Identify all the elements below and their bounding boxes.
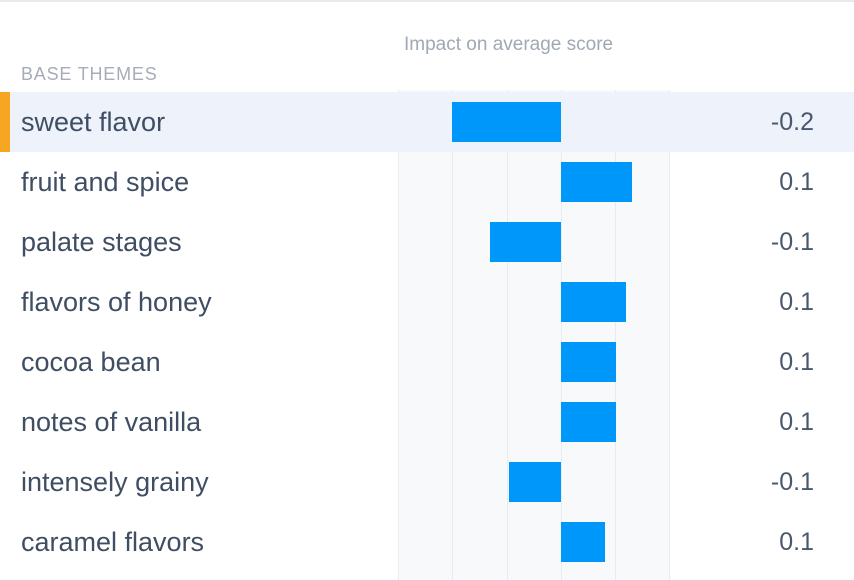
gridline: [615, 90, 616, 580]
impact-bar[interactable]: [452, 102, 561, 142]
theme-row[interactable]: sweet flavor -0.2: [0, 92, 854, 152]
gridline: [452, 90, 453, 580]
theme-label: caramel flavors: [21, 527, 205, 557]
theme-label: notes of vanilla: [21, 407, 202, 437]
theme-row[interactable]: cocoa bean 0.1: [0, 332, 854, 392]
theme-row[interactable]: notes of vanilla 0.1: [0, 392, 854, 452]
gridline: [507, 90, 508, 580]
theme-list: sweet flavor -0.2 fruit and spice 0.1 palate…: [0, 92, 854, 572]
theme-label: sweet flavor: [21, 107, 166, 137]
theme-row[interactable]: fruit and spice 0.1: [0, 152, 854, 212]
impact-value: 0.1: [779, 168, 814, 196]
theme-row[interactable]: palate stages -0.1: [0, 212, 854, 272]
gridline: [669, 90, 670, 580]
impact-bar[interactable]: [509, 462, 561, 502]
theme-row[interactable]: intensely grainy -0.1: [0, 452, 854, 512]
impact-value: 0.1: [779, 408, 814, 436]
theme-label: intensely grainy: [21, 467, 209, 497]
top-divider: [0, 0, 854, 2]
theme-label: palate stages: [21, 227, 182, 257]
gridline: [561, 90, 562, 580]
impact-value: -0.2: [770, 108, 814, 136]
impact-value: -0.1: [770, 228, 814, 256]
impact-bar[interactable]: [561, 162, 632, 202]
theme-label: flavors of honey: [21, 287, 212, 317]
impact-bar[interactable]: [561, 522, 605, 562]
chart-title: Impact on average score: [404, 34, 614, 55]
impact-value: -0.1: [770, 468, 814, 496]
impact-bar[interactable]: [490, 222, 561, 262]
section-header-base-themes: BASE THEMES: [21, 64, 158, 84]
impact-value: 0.1: [779, 348, 814, 376]
impact-bar[interactable]: [561, 342, 616, 382]
theme-row[interactable]: caramel flavors 0.1: [0, 512, 854, 572]
impact-value: 0.1: [779, 288, 814, 316]
selection-marker: [0, 92, 10, 152]
impact-value: 0.1: [779, 528, 814, 556]
impact-bar[interactable]: [561, 282, 627, 322]
theme-row[interactable]: flavors of honey 0.1: [0, 272, 854, 332]
gridline: [398, 90, 399, 580]
theme-label: cocoa bean: [21, 347, 161, 377]
impact-bar[interactable]: [561, 402, 616, 442]
theme-label: fruit and spice: [21, 167, 190, 197]
